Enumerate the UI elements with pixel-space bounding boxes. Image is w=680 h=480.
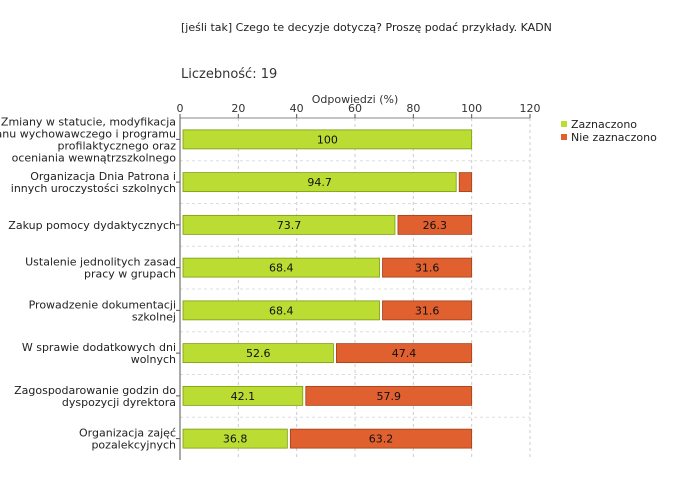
sample-size-label: Liczebność: bbox=[181, 67, 257, 82]
sample-size: Liczebność: 19 bbox=[181, 67, 277, 82]
data-label: 36.8 bbox=[223, 433, 248, 446]
category-label: Zagospodarowanie godzin do dyspozycji dyr… bbox=[14, 384, 176, 409]
sample-size-value: 19 bbox=[260, 67, 278, 82]
x-tick-label: 120 bbox=[520, 102, 541, 115]
category-label: Organizacja Dnia Patrona i innych uroczys… bbox=[11, 170, 176, 195]
chart-title: [jeśli tak] Czego te decyzje dotyczą? Pr… bbox=[181, 21, 552, 34]
category-label: Ustalenie jednolitych zasad pracy w grupa… bbox=[25, 256, 176, 281]
category-label: W sprawie dodatkowych dni wolnych bbox=[22, 341, 176, 366]
data-label: 63.2 bbox=[369, 433, 394, 446]
data-label: 31.6 bbox=[415, 262, 440, 275]
bar-nie-zaznaczono bbox=[458, 172, 473, 193]
x-tick-label: 100 bbox=[461, 102, 482, 115]
x-axis-title: Odpowiedzi (%) bbox=[312, 93, 399, 106]
data-label: 100 bbox=[317, 133, 338, 146]
category-label: Organizacja zajęć pozalekcyjnych bbox=[79, 427, 176, 452]
category-label: Zmiany w statucie, modyfikacja planu wych… bbox=[0, 115, 176, 164]
x-tick-label: 0 bbox=[177, 102, 184, 115]
bar-nie-zaznaczono bbox=[336, 343, 473, 364]
legend-entry: Zaznaczono bbox=[571, 118, 637, 131]
category-label: Prowadzenie dokumentacji szkolnej bbox=[29, 298, 176, 323]
bar-zaznaczono bbox=[182, 214, 396, 235]
bar-nie-zaznaczono bbox=[382, 300, 473, 321]
bar-zaznaczono bbox=[182, 385, 304, 406]
x-tick-label: 20 bbox=[231, 102, 245, 115]
data-label: 42.1 bbox=[231, 390, 256, 403]
bar-nie-zaznaczono bbox=[397, 214, 473, 235]
bar-zaznaczono bbox=[182, 300, 380, 321]
category-label: Zakup pomocy dydaktycznych bbox=[8, 219, 176, 232]
data-label: 57.9 bbox=[376, 390, 401, 403]
bar-zaznaczono bbox=[182, 172, 457, 193]
data-label: 47.4 bbox=[392, 347, 417, 360]
legend-swatch bbox=[561, 134, 567, 140]
bar-nie-zaznaczono bbox=[289, 428, 473, 449]
legend-entry: Nie zaznaczono bbox=[571, 131, 657, 144]
bar-nie-zaznaczono bbox=[305, 385, 473, 406]
x-tick-label: 40 bbox=[290, 102, 304, 115]
data-label: 31.6 bbox=[415, 304, 440, 317]
data-label: 52.6 bbox=[246, 347, 271, 360]
data-label: 73.7 bbox=[277, 219, 302, 232]
legend-swatch bbox=[561, 121, 567, 127]
bar-zaznaczono bbox=[182, 343, 334, 364]
bar-zaznaczono bbox=[182, 257, 380, 278]
data-label: 68.4 bbox=[269, 304, 294, 317]
data-label: 68.4 bbox=[269, 262, 294, 275]
bar-zaznaczono bbox=[182, 129, 473, 150]
bar-nie-zaznaczono bbox=[382, 257, 473, 278]
bar-zaznaczono bbox=[182, 428, 288, 449]
data-label: 94.7 bbox=[307, 176, 332, 189]
x-tick-label: 80 bbox=[406, 102, 420, 115]
data-label: 26.3 bbox=[423, 219, 448, 232]
x-tick-label: 60 bbox=[348, 102, 362, 115]
